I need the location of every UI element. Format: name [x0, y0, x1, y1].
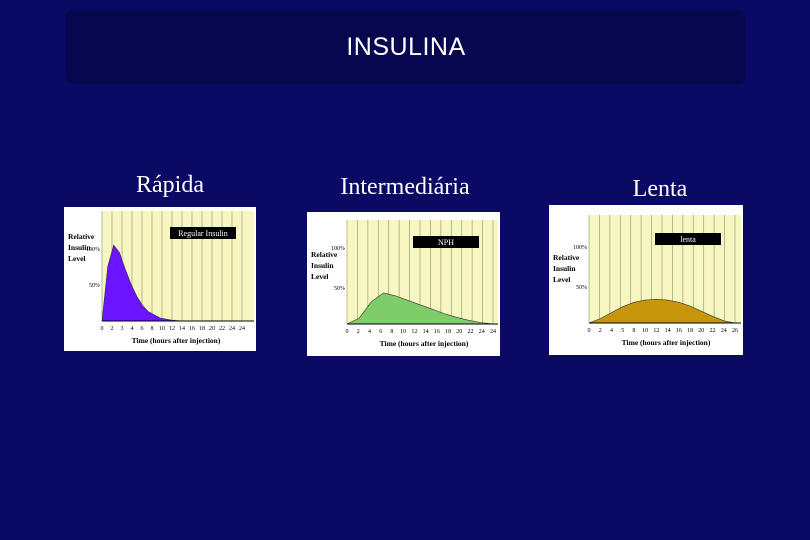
y-tick-label: 100%	[573, 245, 587, 251]
y-axis-label: Insulin	[553, 264, 576, 273]
x-tick-label: 0	[346, 329, 349, 335]
x-tick-label: 8	[151, 326, 154, 332]
x-tick-label: 5	[621, 328, 624, 334]
label-rapida: Rápida	[136, 172, 204, 198]
x-tick-label: 0	[101, 326, 104, 332]
series-label-box	[655, 233, 721, 245]
x-tick-label: 16	[676, 328, 682, 334]
label-lenta: Lenta	[632, 176, 688, 202]
y-axis-label: Relative	[68, 232, 95, 241]
x-tick-label: 24	[490, 329, 496, 335]
y-axis-label: Insulin	[311, 261, 334, 270]
series-label: NPH	[438, 238, 454, 247]
series-label-box	[170, 227, 236, 239]
x-tick-label: 14	[665, 328, 671, 334]
series-label: lenta	[680, 235, 696, 244]
x-tick-label: 18	[199, 326, 205, 332]
x-tick-label: 18	[687, 328, 693, 334]
x-tick-label: 22	[219, 326, 225, 332]
x-tick-label: 2	[599, 328, 602, 334]
y-tick-label: 100%	[331, 246, 345, 252]
title-bar: INSULINA	[66, 10, 746, 84]
series-area	[346, 292, 494, 325]
x-tick-label: 22	[468, 329, 474, 335]
x-tick-label: 10	[400, 329, 406, 335]
x-tick-label: 8	[632, 328, 635, 334]
x-tick-label: 4	[610, 328, 613, 334]
x-tick-label: 20	[698, 328, 704, 334]
x-tick-label: 14	[179, 326, 185, 332]
y-axis-label: Insulin	[68, 243, 91, 252]
label-intermediaria: Intermediária	[340, 174, 470, 200]
x-tick-label: 2	[357, 329, 360, 335]
y-axis-label: Relative	[311, 250, 338, 259]
x-tick-label: 24	[479, 329, 485, 335]
x-tick-label: 12	[169, 326, 175, 332]
x-axis-label: Time (hours after injection)	[380, 339, 469, 348]
series-area	[588, 298, 736, 324]
y-axis-label: Level	[68, 254, 86, 263]
x-tick-label: 16	[189, 326, 195, 332]
x-tick-label: 8	[390, 329, 393, 335]
x-tick-label: 20	[456, 329, 462, 335]
y-tick-label: 50%	[89, 283, 100, 289]
x-tick-label: 4	[368, 329, 371, 335]
y-tick-label: 50%	[334, 286, 345, 292]
x-tick-label: 10	[159, 326, 165, 332]
x-tick-label: 12	[411, 329, 417, 335]
x-tick-label: 16	[434, 329, 440, 335]
x-tick-label: 10	[642, 328, 648, 334]
x-tick-label: 24	[721, 328, 727, 334]
y-tick-label: 100%	[86, 247, 100, 253]
x-tick-label: 12	[653, 328, 659, 334]
x-tick-label: 20	[209, 326, 215, 332]
y-axis-label: Level	[553, 275, 571, 284]
y-axis-label: Relative	[553, 253, 580, 262]
chart-panel-lenta: lenta Relative Insulin Level 100% 50% 0 2 4 5 8 10 1…	[549, 205, 743, 355]
x-tick-label: 24	[229, 326, 235, 332]
x-tick-label: 4	[131, 326, 134, 332]
x-axis-label: Time (hours after injection)	[622, 338, 711, 347]
y-tick-label: 50%	[576, 285, 587, 291]
y-axis-label: Level	[311, 272, 329, 281]
x-tick-label: 6	[141, 326, 144, 332]
x-tick-label: 6	[379, 329, 382, 335]
x-tick-label: 24	[239, 326, 245, 332]
series-label: Regular Insulin	[178, 229, 228, 238]
chart-panel-rapida: Regular Insulin Relative Insulin Level 100% 5…	[64, 207, 256, 351]
slide-title: INSULINA	[346, 32, 466, 61]
x-tick-label: 26	[732, 328, 738, 334]
x-tick-label: 18	[445, 329, 451, 335]
x-tick-label: 0	[588, 328, 591, 334]
x-tick-label: 22	[710, 328, 716, 334]
x-tick-label: 3	[121, 326, 124, 332]
x-tick-label: 14	[423, 329, 429, 335]
chart-panel-intermediaria: NPH Relative Insulin Level 100% 50% 0 2 4 6 8 10 12 1…	[307, 212, 500, 356]
x-tick-label: 2	[111, 326, 114, 332]
x-axis-label: Time (hours after injection)	[132, 336, 221, 345]
series-label-box	[413, 236, 479, 248]
